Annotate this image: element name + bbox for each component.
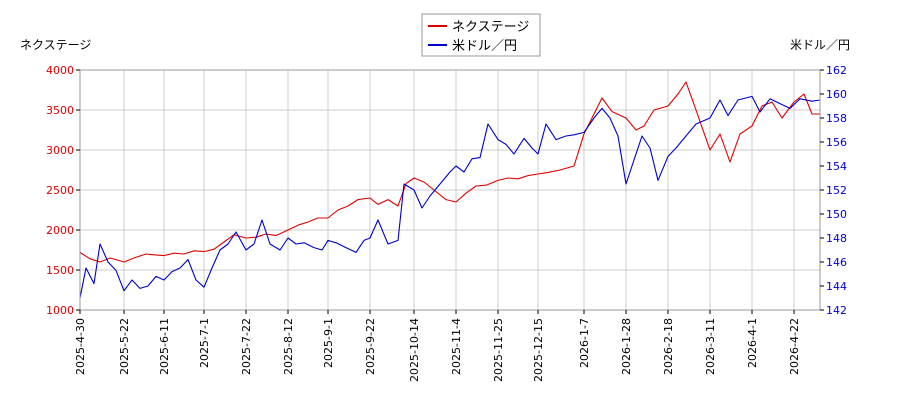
- left-tick-label: 4000: [46, 64, 74, 77]
- legend-label-usdjpy: 米ドル／円: [452, 39, 517, 54]
- x-tick-label: 2025-7-22: [240, 318, 253, 375]
- right-tick-label: 144: [826, 280, 847, 293]
- x-tick-label: 2026-1-7: [578, 318, 591, 368]
- x-tick-label: 2025-9-1: [322, 318, 335, 368]
- left-tick-label: 2500: [46, 184, 74, 197]
- legend-box: [421, 13, 541, 57]
- right-axis-title: 米ドル／円: [790, 38, 850, 52]
- legend: ネクステージ 米ドル／円: [421, 13, 541, 57]
- right-tick-label: 162: [826, 64, 847, 77]
- right-tick-label: 156: [826, 136, 847, 149]
- x-tick-label: 2025-12-15: [532, 318, 545, 382]
- right-tick-label: 158: [826, 112, 847, 125]
- x-tick-label: 2026-3-11: [704, 318, 717, 375]
- x-tick-label: 2025-11-4: [450, 318, 463, 375]
- axes: [76, 69, 824, 314]
- x-tick-label: 2025-4-30: [74, 318, 87, 375]
- x-tick-label: 2026-2-18: [662, 318, 675, 375]
- right-tick-label: 152: [826, 184, 847, 197]
- left-tick-label: 1500: [46, 264, 74, 277]
- right-tick-label: 154: [826, 160, 847, 173]
- grid: [79, 69, 820, 311]
- x-tick-label: 2025-5-22: [118, 318, 131, 375]
- series-layer: [79, 81, 821, 299]
- x-tick-label: 2025-9-22: [364, 318, 377, 375]
- x-tick-label: 2025-8-12: [282, 318, 295, 375]
- right-tick-label: 150: [826, 208, 847, 221]
- left-tick-label: 3500: [46, 104, 74, 117]
- series-line-nextage: [79, 81, 820, 263]
- left-axis-title: ネクステージ: [20, 38, 91, 52]
- series-line-usdjpy: [79, 95, 821, 299]
- left-tick-label: 3000: [46, 144, 74, 157]
- x-tick-label: 2025-6-11: [158, 318, 171, 375]
- left-tick-label: 1000: [46, 304, 74, 317]
- x-tick-label: 2026-4-1: [746, 318, 759, 368]
- right-tick-label: 148: [826, 232, 847, 245]
- left-tick-label: 2000: [46, 224, 74, 237]
- tick-labels: 1000 1500 2000 2500 3000 3500 4000 142 144 146 148…: [46, 64, 847, 382]
- x-tick-label: 2026-4-22: [788, 318, 801, 375]
- x-tick-label: 2025-10-14: [408, 318, 421, 382]
- x-tick-label: 2026-1-28: [620, 318, 633, 375]
- x-tick-label: 2025-7-1: [198, 318, 211, 368]
- right-tick-label: 142: [826, 304, 847, 317]
- legend-label-nextage: ネクステージ: [452, 20, 529, 35]
- right-tick-label: 146: [826, 256, 847, 269]
- right-tick-label: 160: [826, 88, 847, 101]
- x-tick-label: 2025-11-25: [492, 318, 505, 382]
